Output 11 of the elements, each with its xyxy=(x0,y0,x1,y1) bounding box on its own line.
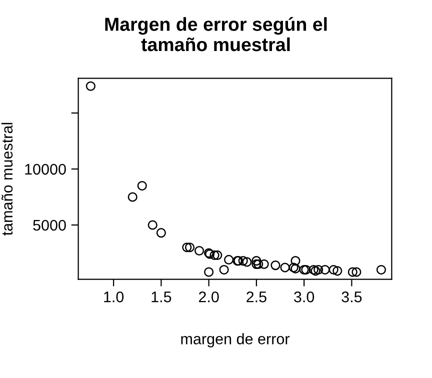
x-tick-label: 1.5 xyxy=(152,292,172,302)
x-axis-title: margen de error xyxy=(181,333,290,348)
y-tick-label: 10000 xyxy=(25,164,66,175)
y-axis-title: tamaño muestral xyxy=(1,122,13,236)
chart-title: Margen de error según el tamaño muestral xyxy=(105,17,327,52)
x-tick-label: 2.5 xyxy=(246,292,266,302)
x-tick-label: 3.0 xyxy=(294,292,314,302)
y-tick-label: 5000 xyxy=(33,220,66,231)
x-tick-label: 1.0 xyxy=(104,292,124,302)
x-tick-label: 3.5 xyxy=(342,292,362,302)
x-tick-label: 2.0 xyxy=(198,292,219,302)
